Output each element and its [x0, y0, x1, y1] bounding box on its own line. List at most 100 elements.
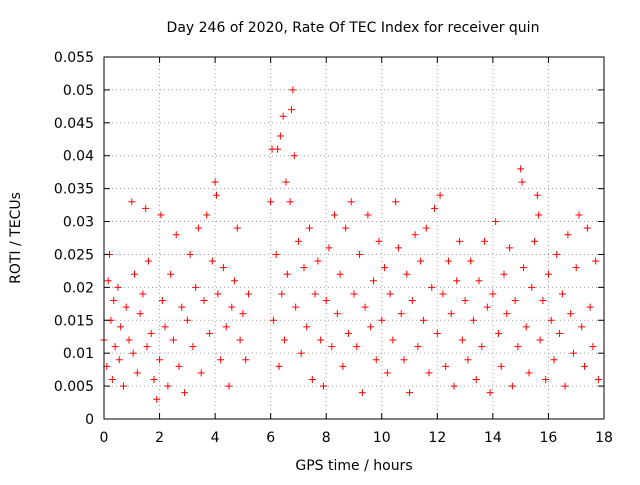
data-point [153, 395, 161, 403]
data-point [408, 297, 416, 305]
y-tick-label: 0.03 [63, 215, 94, 231]
data-point [269, 316, 277, 324]
y-tick-label: 0.01 [63, 346, 94, 362]
data-point [110, 297, 118, 305]
data-point [303, 323, 311, 331]
data-point [518, 178, 526, 186]
data-point [139, 290, 147, 298]
data-point [453, 277, 461, 285]
data-point [544, 270, 552, 278]
ticks-layer: 0 2 4 6 8 10 12 14 16 18 0 0.005 0.01 0.015 0.02 0.025 0… [54, 50, 613, 446]
data-point [288, 106, 295, 114]
data-point [189, 343, 197, 351]
data-point [539, 297, 547, 305]
data-point [561, 382, 569, 390]
data-point [267, 198, 275, 206]
grid-layer [104, 57, 604, 419]
data-point [483, 303, 491, 311]
data-point [578, 323, 586, 331]
data-point [186, 250, 194, 258]
data-point [156, 356, 164, 364]
data-point [236, 336, 244, 344]
data-point [425, 369, 433, 377]
data-point [158, 297, 166, 305]
data-point [297, 349, 305, 357]
data-point [472, 376, 480, 384]
data-point [406, 389, 414, 397]
data-point [282, 178, 290, 186]
data-point [114, 283, 122, 291]
data-point [219, 264, 227, 272]
data-point [108, 376, 116, 384]
data-point [553, 250, 561, 258]
data-point [358, 389, 366, 397]
data-point [461, 297, 469, 305]
data-point [308, 376, 316, 384]
data-point [239, 310, 247, 318]
data-point [458, 336, 466, 344]
data-point [550, 356, 558, 364]
data-point [475, 277, 483, 285]
x-tick-label: 8 [322, 430, 331, 446]
data-point [178, 303, 186, 311]
x-tick-label: 6 [266, 430, 275, 446]
data-point [383, 369, 391, 377]
data-point [369, 277, 377, 285]
data-point [144, 257, 152, 265]
data-point [119, 382, 127, 390]
data-point [272, 250, 280, 258]
data-point [481, 237, 489, 245]
data-point [208, 257, 216, 265]
data-point [325, 244, 333, 252]
data-point [164, 382, 172, 390]
y-tick-label: 0 [85, 412, 94, 428]
data-point [535, 211, 543, 219]
data-point [203, 211, 211, 219]
data-point [586, 303, 594, 311]
x-tick-label: 10 [373, 430, 391, 446]
x-axis-label: GPS time / hours [295, 458, 412, 474]
data-point [517, 165, 525, 173]
data-point [347, 198, 355, 206]
y-tick-label: 0.02 [63, 280, 94, 296]
data-point [389, 336, 397, 344]
y-tick-label: 0.04 [63, 149, 94, 165]
data-point [428, 283, 436, 291]
data-point [150, 376, 158, 384]
data-point [211, 178, 219, 186]
data-point [147, 329, 155, 337]
data-point [364, 211, 372, 219]
data-point [181, 389, 189, 397]
data-point [292, 303, 300, 311]
data-point [286, 198, 294, 206]
y-tick-label: 0.005 [54, 379, 94, 395]
data-point [361, 303, 369, 311]
data-point [375, 237, 383, 245]
data-point [442, 362, 450, 370]
data-point [342, 224, 350, 232]
data-point [589, 343, 597, 351]
data-point [353, 343, 361, 351]
data-point [528, 283, 536, 291]
x-tick-label: 2 [155, 430, 164, 446]
data-point [311, 290, 319, 298]
data-point [276, 132, 284, 140]
data-point [556, 329, 564, 337]
data-point [522, 323, 530, 331]
data-point [394, 244, 402, 252]
data-point [274, 145, 282, 153]
data-point [494, 329, 502, 337]
data-point [500, 270, 508, 278]
data-point [503, 310, 511, 318]
data-point [161, 323, 169, 331]
data-point [419, 316, 427, 324]
data-point [172, 231, 180, 239]
data-point [569, 349, 577, 357]
data-point [157, 211, 165, 219]
data-point [431, 204, 439, 212]
data-point [583, 224, 591, 232]
data-point [489, 290, 497, 298]
data-point [115, 356, 123, 364]
